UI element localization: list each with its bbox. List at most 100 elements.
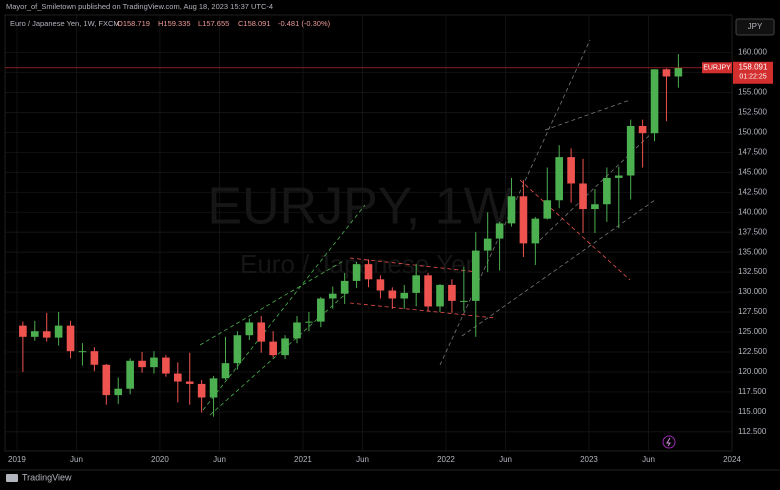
candle-body (555, 157, 564, 201)
y-tick-label: 127.500 (738, 307, 767, 316)
y-tick-label: 152.500 (738, 108, 767, 117)
price-text: 158.091 (739, 62, 768, 71)
candle-body (531, 218, 540, 244)
candle-body (603, 177, 611, 205)
candle-body (471, 250, 480, 301)
y-tick-label: 160.000 (738, 48, 767, 57)
candle-body (162, 357, 170, 374)
countdown-text: 01:22:25 (739, 74, 766, 81)
y-tick-label: 112.500 (738, 427, 767, 436)
candle-body (662, 69, 671, 77)
candle-body (233, 335, 242, 364)
x-tick-label: Jun (642, 455, 655, 464)
currency-button[interactable] (735, 18, 775, 36)
candle-body (102, 364, 111, 396)
x-tick-label: 2022 (437, 455, 455, 464)
candle-body (483, 238, 492, 251)
candle-body (19, 325, 27, 337)
ticker-tag (702, 62, 732, 74)
x-tick-label: 2024 (723, 455, 741, 464)
y-tick-label: 115.000 (738, 407, 767, 416)
candle-body (567, 157, 575, 184)
candle-body (150, 357, 158, 368)
candle-body (42, 331, 51, 338)
candle-body (614, 175, 623, 178)
candle-body (269, 341, 277, 356)
candle-body (579, 183, 587, 210)
candle-body (412, 275, 420, 293)
publisher-line: Mayor_of_Smiletown published on TradingV… (6, 2, 273, 11)
y-tick-label: 132.500 (738, 267, 767, 276)
candle-body (543, 200, 552, 219)
candle-body (126, 360, 134, 389)
candle-body (591, 204, 599, 210)
candle-body (54, 325, 63, 338)
trend-line (539, 129, 656, 241)
candle-body (448, 284, 456, 301)
candle-body (674, 67, 683, 77)
candle-body (352, 264, 361, 281)
trend-line (349, 257, 479, 273)
candle-body (638, 125, 647, 134)
event-icon[interactable] (662, 435, 676, 449)
watermark-ticker: EURJPY, 1W (207, 178, 512, 236)
candle-body (626, 125, 635, 176)
candle-body (364, 264, 373, 280)
candle-body (245, 322, 254, 336)
x-tick-label: Jun (499, 455, 512, 464)
candle-body (460, 300, 468, 302)
price-label: EURJPY 158.091 01:22:25 (702, 61, 773, 84)
x-tick-label: Jun (70, 455, 83, 464)
x-tick-label: 2021 (294, 455, 312, 464)
candle-body (650, 69, 659, 134)
candle-body (114, 388, 123, 396)
candle-body (90, 351, 99, 365)
y-tick-label: 117.500 (738, 387, 767, 396)
trend-line (544, 99, 631, 131)
candle-body (221, 363, 230, 379)
ohlc-open: O158.719 (117, 19, 150, 28)
candle-body (519, 196, 528, 244)
candles (5, 54, 732, 417)
y-tick-label: 130.000 (738, 287, 767, 296)
candle-body (328, 293, 337, 299)
x-tick-label: 2023 (580, 455, 598, 464)
candle-body (257, 322, 266, 342)
event-bolt (666, 437, 671, 447)
x-tick-label: 2019 (8, 455, 26, 464)
x-tick-label: Jun (356, 455, 369, 464)
trend-line (202, 204, 366, 411)
trend-line (199, 259, 346, 346)
candle-body (305, 321, 313, 323)
candle-body (30, 331, 39, 337)
candle-body (400, 292, 409, 299)
y-tick-label: 145.000 (738, 167, 767, 176)
candle-body (507, 196, 516, 224)
trend-line (461, 199, 656, 337)
ticker-tag-text: EURJPY (703, 65, 731, 72)
candle-body (66, 325, 75, 352)
candle-body (197, 383, 206, 398)
ohlc-close: C158.091 (238, 19, 271, 28)
ohlc-change: -0.481 (-0.30%) (278, 19, 331, 28)
y-tick-label: 147.500 (738, 147, 767, 156)
candle-body (388, 290, 397, 299)
price-box (733, 61, 773, 84)
brand-name: TradingView (22, 472, 72, 482)
y-tick-label: 140.000 (738, 207, 767, 216)
candle-body (495, 223, 504, 239)
trend-line (209, 289, 351, 416)
y-tick-label: 150.000 (738, 127, 767, 136)
candle-body (317, 298, 325, 322)
y-tick-label: 142.500 (738, 187, 767, 196)
y-tick-label: 125.000 (738, 327, 767, 336)
candle-body (376, 279, 385, 291)
symbol-title: Euro / Japanese Yen, 1W, FXCM (10, 19, 120, 28)
trend-line (349, 302, 496, 319)
trend-line (519, 179, 631, 281)
y-tick-label: 137.500 (738, 227, 767, 236)
brand-logo (6, 474, 18, 482)
y-tick-label: 120.000 (738, 367, 767, 376)
